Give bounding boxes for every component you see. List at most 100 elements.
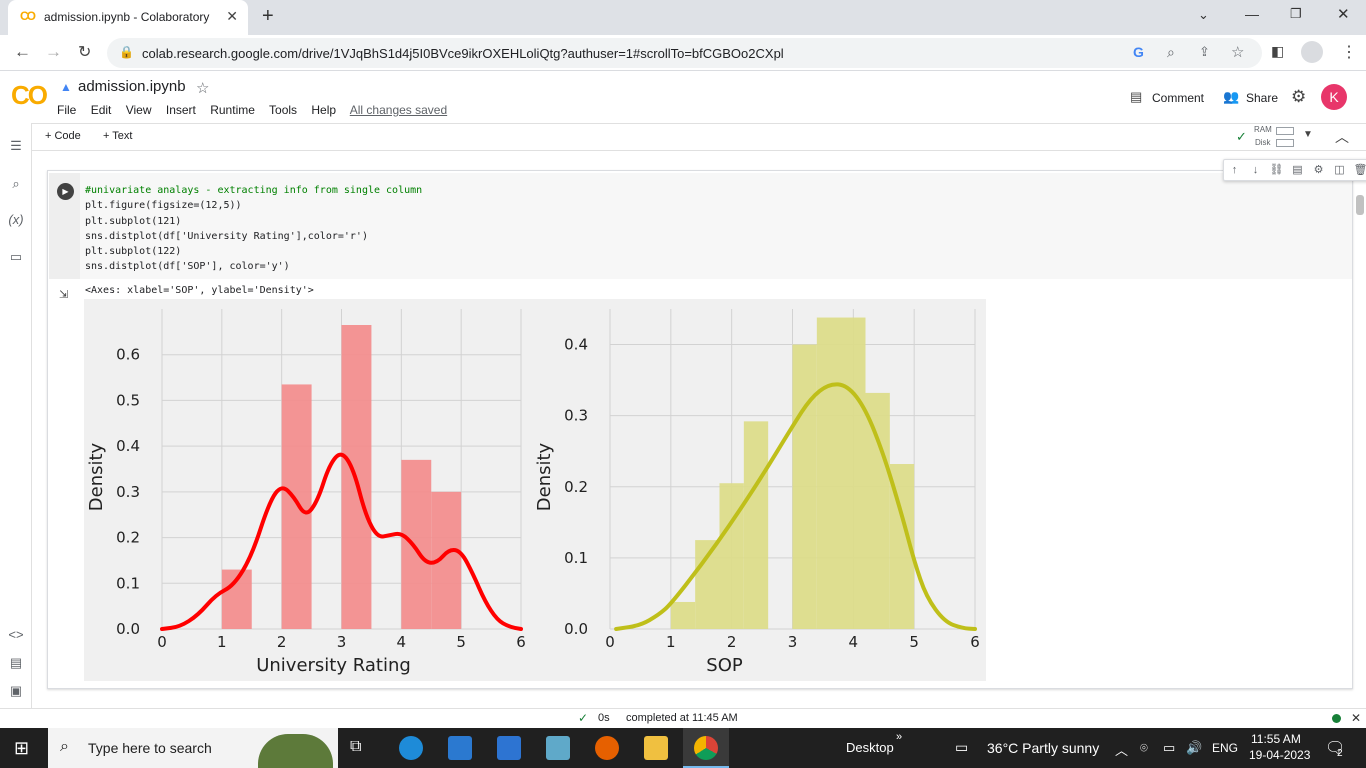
share-button[interactable]: Share [1246,91,1279,105]
menu-file[interactable]: File [57,103,77,117]
desktop-expand-icon[interactable]: » [896,731,903,743]
y-tick-label: 0.0 [564,620,588,638]
run-cell-button[interactable]: ▶ [57,183,74,200]
weather-icon[interactable]: ▭ [955,739,969,755]
search-placeholder: Type here to search [88,740,212,756]
google-lens-icon[interactable]: G [1133,44,1144,60]
firefox-icon[interactable] [595,736,619,760]
store-icon[interactable] [448,736,472,760]
menu-edit[interactable]: Edit [90,103,112,117]
file-explorer-icon[interactable] [644,736,668,760]
side-panel-icon[interactable]: ◧ [1271,43,1285,59]
menu-runtime[interactable]: Runtime [210,103,255,117]
menu-tools[interactable]: Tools [269,103,298,117]
chrome-icon[interactable] [694,736,718,760]
windows-start-icon[interactable]: ⊞ [14,738,30,758]
histogram-bar [670,601,696,629]
notification-center-icon[interactable]: 🗨 [1325,740,1346,757]
x-tick-label: 5 [909,633,919,651]
mail-icon[interactable] [497,736,521,760]
bookmark-star-icon[interactable]: ☆ [1231,44,1245,61]
language-indicator[interactable]: ENG [1212,741,1239,755]
scrollbar-thumb[interactable] [1356,195,1364,215]
code-editor[interactable]: #univariate analays - extracting info fr… [80,173,1352,279]
ram-meter[interactable] [1276,127,1294,135]
x-tick-label: 3 [337,633,347,651]
code-line: plt.subplot(121) [85,215,182,227]
task-view-icon[interactable]: ⧉ [350,738,362,755]
browser-tab-strip: CO admission.ipynb - Colaboratory ✕ + ⌄ … [0,0,1366,35]
meet-now-icon[interactable]: ⌾ [1140,740,1148,755]
menu-insert[interactable]: Insert [165,103,196,117]
output-menu-icon[interactable]: ⇲ [59,289,69,301]
terminal-icon[interactable]: ▣ [9,683,23,698]
tab-search-chevron-icon[interactable]: ⌄ [1198,7,1209,22]
comment-icon[interactable]: ▤ [1130,89,1143,104]
network-icon[interactable]: ▭ [1163,740,1176,755]
comment-button[interactable]: Comment [1152,91,1205,105]
disk-meter[interactable] [1276,139,1294,147]
browser-tab[interactable]: CO admission.ipynb - Colaboratory ✕ [8,0,248,35]
weather-text[interactable]: 36°C Partly sunny [987,740,1100,756]
clock-time[interactable]: 11:55 AM [1251,732,1301,746]
add-code-button[interactable]: + Code [45,130,81,142]
save-status[interactable]: All changes saved [349,103,448,117]
forward-arrow-icon[interactable]: → [45,42,62,61]
colab-logo[interactable]: CO [11,80,48,110]
show-hidden-icons-chevron[interactable]: ︿ [1115,743,1129,758]
volume-icon[interactable]: 🔊 [1186,740,1203,755]
notebook-filename[interactable]: admission.ipynb [78,78,186,95]
collapse-header-icon[interactable]: ︿ [1335,129,1349,145]
address-bar[interactable]: 🔒 colab.research.google.com/drive/1VJqBh… [107,38,1262,68]
zoom-icon[interactable]: ⌕ [1167,44,1175,60]
code-cell[interactable]: ▶ #univariate analays - extracting info … [47,159,1366,689]
histogram-bar [719,483,744,629]
delete-cell-icon[interactable]: 🗑 [1353,164,1366,176]
search-icon[interactable]: ⌕ [12,176,20,191]
cell-toolbar: ↑↓⛓▤⚙◫🗑⋮ [1223,159,1366,181]
notes-app-icon[interactable] [546,736,570,760]
share-people-icon[interactable]: 👥 [1223,89,1240,104]
reload-icon[interactable]: ↻ [78,44,92,61]
runtime-dropdown-icon[interactable]: ▼ [1303,129,1313,140]
move-down-icon[interactable]: ↓ [1252,164,1259,176]
minimize-window-icon[interactable]: — [1245,6,1259,22]
code-snippets-icon[interactable]: <> [8,627,24,642]
restore-window-icon[interactable]: ❐ [1290,6,1302,21]
mirror-cell-icon[interactable]: ◫ [1334,164,1345,176]
x-tick-label: 1 [217,633,227,651]
files-folder-icon[interactable]: ▭ [9,249,23,264]
back-arrow-icon[interactable]: ← [14,42,31,61]
settings-gear-icon[interactable]: ⚙ [1291,87,1307,106]
desktop-toolbar-label[interactable]: Desktop [846,740,894,755]
menu-view[interactable]: View [125,103,152,117]
tab-close-icon[interactable]: ✕ [226,8,238,24]
menu-help[interactable]: Help [311,103,337,117]
browser-menu-icon[interactable]: ⋮ [1341,44,1357,61]
x-tick-label: 5 [456,633,466,651]
user-avatar[interactable]: K [1321,84,1347,110]
link-icon[interactable]: ⛓ [1269,164,1284,176]
star-icon[interactable]: ☆ [196,80,210,97]
y-tick-label: 0.6 [116,346,140,364]
variables-icon[interactable]: (x) [8,212,24,227]
clock-date[interactable]: 19-04-2023 [1249,748,1311,762]
close-status-icon[interactable]: ✕ [1351,711,1362,725]
move-up-icon[interactable]: ↑ [1231,164,1238,176]
edge-browser-icon[interactable] [399,736,423,760]
share-page-icon[interactable]: ⇪ [1199,44,1210,59]
y-tick-label: 0.2 [116,529,140,547]
command-palette-icon[interactable]: ▤ [9,655,23,670]
taskbar-search[interactable]: ⌕ Type here to search [48,728,338,768]
add-text-button[interactable]: + Text [103,130,133,142]
comment-cell-icon[interactable]: ▤ [1292,164,1303,176]
browser-toolbar: ← → ↻ 🔒 colab.research.google.com/drive/… [0,35,1366,71]
table-of-contents-icon[interactable]: ☰ [10,138,22,153]
url-text[interactable]: colab.research.google.com/drive/1VJqBhS1… [142,46,784,61]
new-tab-button[interactable]: + [262,5,274,27]
execution-completed: completed at 11:45 AM [626,712,738,724]
cell-settings-icon[interactable]: ⚙ [1313,164,1324,176]
close-window-icon[interactable]: ✕ [1337,6,1350,23]
code-text[interactable]: #univariate analays - extracting info fr… [85,183,422,275]
profile-icon[interactable] [1301,41,1323,63]
